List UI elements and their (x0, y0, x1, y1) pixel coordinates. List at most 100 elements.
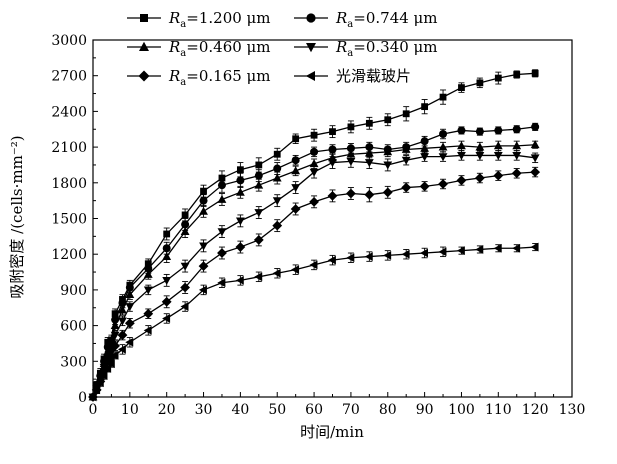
legend-marker (306, 13, 316, 23)
y-tick-label: 600 (60, 319, 87, 335)
data-point (255, 161, 263, 169)
legend-entry-2: Ra=0.744 μm (294, 9, 438, 30)
data-point (180, 226, 190, 235)
data-point (99, 365, 109, 376)
data-point (458, 84, 465, 91)
data-point (438, 153, 448, 162)
plot-frame (92, 39, 573, 398)
legend-marker (138, 70, 150, 82)
legend-marker (306, 43, 316, 53)
data-point (475, 152, 485, 161)
data-point (420, 153, 430, 162)
data-point (110, 331, 120, 340)
data-point (254, 171, 263, 180)
data-point (272, 173, 282, 182)
data-point (125, 303, 135, 312)
data-point (254, 272, 263, 282)
y-tick-label: 2100 (51, 140, 87, 156)
data-point (383, 161, 393, 170)
data-point (199, 206, 208, 215)
data-point (531, 69, 539, 77)
data-point (235, 217, 245, 226)
x-tick-label: 50 (268, 402, 286, 418)
x-tick-label: 40 (231, 402, 249, 418)
data-point (162, 314, 171, 323)
data-point (235, 242, 246, 252)
data-point (439, 130, 448, 139)
data-point (530, 140, 540, 149)
data-point (457, 152, 466, 161)
data-point (291, 166, 301, 175)
data-point (512, 152, 522, 161)
legend-label: Ra=0.744 μm (335, 9, 438, 30)
data-point (309, 196, 319, 207)
data-point (291, 265, 300, 275)
data-point (476, 79, 484, 87)
x-tick-label: 100 (448, 402, 475, 418)
data-point (103, 364, 112, 373)
legend-marker (140, 14, 148, 22)
data-point (456, 246, 465, 256)
data-point (272, 220, 283, 231)
data-point (217, 181, 226, 190)
data-point (475, 245, 484, 254)
data-point (110, 350, 119, 360)
x-tick-label: 120 (522, 402, 549, 418)
y-tick-label: 1500 (51, 212, 87, 228)
data-point (421, 103, 429, 111)
legend-entry-5: Ra=0.165 μm (127, 67, 271, 88)
legend-entry-3: Ra=0.460 μm (127, 38, 271, 59)
data-point (493, 152, 503, 161)
series-5 (88, 166, 541, 402)
x-tick-label: 30 (195, 402, 213, 418)
data-point (198, 261, 209, 271)
data-point (382, 187, 393, 198)
data-point (217, 248, 227, 258)
data-point (292, 135, 300, 143)
x-tick-label: 130 (559, 402, 586, 418)
data-point (143, 286, 153, 295)
data-point (117, 330, 128, 341)
data-point (198, 285, 207, 295)
data-point (163, 230, 171, 238)
x-tick-label: 10 (121, 402, 139, 418)
data-point (291, 156, 300, 165)
data-point (494, 74, 502, 82)
data-point (347, 123, 355, 131)
y-tick-label: 900 (60, 283, 87, 299)
data-point (309, 260, 318, 270)
data-point (253, 235, 264, 245)
series-line (92, 154, 536, 398)
y-axis-label: 吸附密度 /(cells·mm⁻²) (8, 135, 26, 298)
data-point (494, 126, 503, 135)
x-tick-label: 70 (342, 402, 360, 418)
data-point (161, 296, 172, 307)
data-point (438, 179, 448, 189)
data-point (364, 189, 375, 200)
data-point (309, 159, 319, 168)
data-point (181, 211, 189, 219)
data-point (310, 131, 318, 139)
data-point (217, 228, 227, 237)
data-point (402, 110, 410, 118)
plot-area (88, 69, 541, 402)
data-point (273, 164, 282, 173)
series-line (92, 72, 536, 398)
data-point (474, 173, 485, 183)
data-point (199, 242, 208, 251)
data-point (199, 196, 208, 205)
legend-entry-4: Ra=0.340 μm (294, 38, 438, 59)
data-point (99, 371, 108, 380)
data-point (272, 268, 281, 278)
data-point (236, 176, 245, 185)
data-point (401, 144, 411, 153)
data-point (511, 168, 522, 179)
data-point (125, 290, 135, 299)
data-point (144, 264, 153, 273)
series-1 (89, 69, 539, 401)
data-point (291, 184, 301, 193)
data-point (124, 318, 135, 329)
data-point (438, 247, 447, 257)
data-point (181, 220, 190, 229)
